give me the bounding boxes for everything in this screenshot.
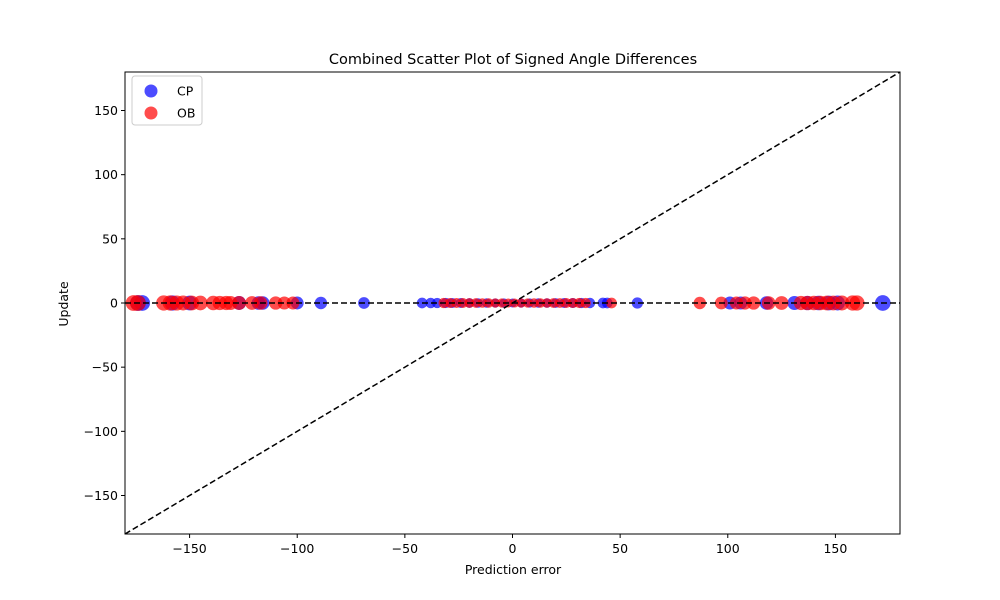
data-point-ob bbox=[774, 296, 789, 310]
legend-marker-ob bbox=[144, 106, 158, 120]
y-tick-label: −50 bbox=[92, 360, 118, 375]
y-tick-label: 100 bbox=[94, 167, 118, 182]
y-tick-label: 150 bbox=[94, 103, 118, 118]
x-axis-label: Prediction error bbox=[465, 562, 562, 577]
y-axis-label: Update bbox=[56, 281, 71, 327]
y-tick-label: −150 bbox=[84, 488, 118, 503]
data-layer bbox=[125, 72, 900, 534]
legend: CP OB bbox=[131, 75, 203, 126]
x-tick-label: 50 bbox=[612, 541, 628, 556]
x-tick-label: −150 bbox=[172, 541, 206, 556]
y-tick-label: −100 bbox=[84, 424, 118, 439]
x-tick-label: 150 bbox=[823, 541, 847, 556]
data-point-ob bbox=[746, 296, 761, 310]
x-tick-label: 0 bbox=[509, 541, 517, 556]
legend-label-cp: CP bbox=[177, 84, 194, 99]
plot-area: −150 −100 −50 0 50 100 150 −150 −100 −50 0 50 100 150 bbox=[84, 71, 901, 556]
data-point-ob bbox=[693, 296, 706, 310]
chart-title: Combined Scatter Plot of Signed Angle Di… bbox=[329, 52, 697, 68]
x-tick-label: −100 bbox=[280, 541, 314, 556]
data-point-ob bbox=[232, 296, 247, 310]
data-point-cp bbox=[631, 297, 643, 309]
data-point-ob bbox=[477, 298, 488, 308]
x-tick-label: 100 bbox=[716, 541, 740, 556]
legend-marker-cp bbox=[144, 84, 158, 98]
x-tick-label: −50 bbox=[392, 541, 418, 556]
y-tick-label: 50 bbox=[102, 231, 118, 246]
data-point-cp bbox=[314, 296, 328, 310]
legend-label-ob: OB bbox=[177, 106, 195, 121]
data-point-ob bbox=[497, 298, 507, 308]
data-point-ob bbox=[522, 298, 533, 308]
y-tick-label: 0 bbox=[110, 296, 118, 311]
